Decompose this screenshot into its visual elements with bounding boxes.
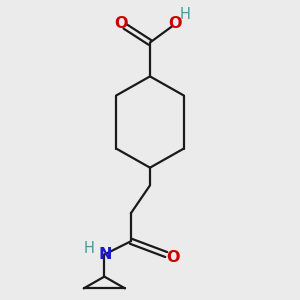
Text: H: H xyxy=(180,7,191,22)
Text: N: N xyxy=(98,247,112,262)
Text: H: H xyxy=(84,241,94,256)
Text: O: O xyxy=(114,16,127,31)
Text: O: O xyxy=(166,250,179,265)
Text: O: O xyxy=(168,16,182,32)
